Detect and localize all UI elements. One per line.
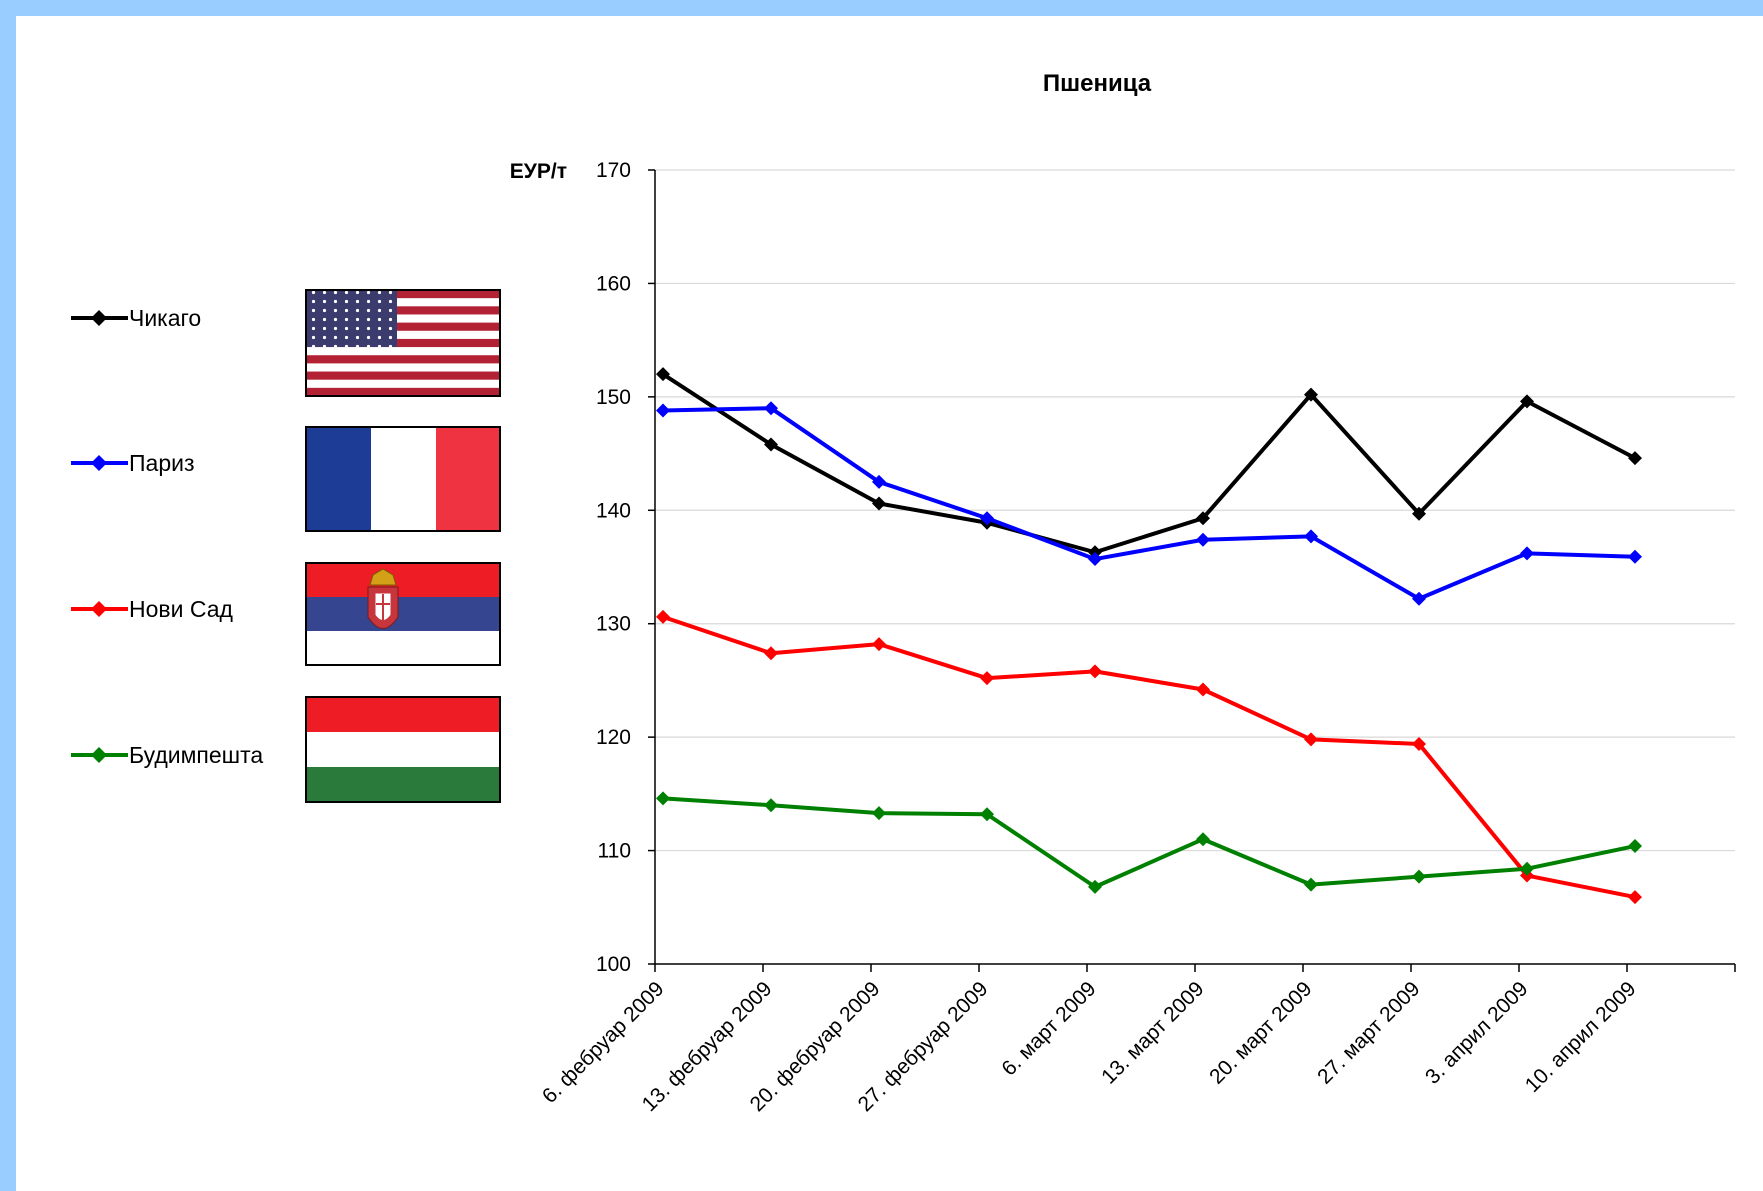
data-point: [980, 807, 994, 822]
data-point: [1412, 506, 1426, 521]
data-point: [656, 791, 670, 806]
legend-label-budapest: Будимпешта: [129, 742, 263, 768]
x-tick-label: 20. март 2009: [1205, 977, 1316, 1088]
data-point: [980, 511, 994, 526]
hungary-flag: [305, 696, 501, 803]
data-point: [1520, 394, 1534, 409]
data-point: [980, 671, 994, 686]
series-lines: [656, 367, 1642, 905]
data-point: [656, 609, 670, 624]
data-point: [1304, 877, 1318, 892]
series-line-3: [662, 796, 1636, 889]
data-point: [764, 437, 778, 452]
data-point: [872, 474, 886, 489]
series-3: [656, 791, 1642, 894]
serbia-flag: [305, 562, 501, 666]
data-point: [1088, 879, 1102, 894]
data-point: [1412, 591, 1426, 606]
data-point: [1520, 861, 1534, 876]
legend-label-paris: Париз: [129, 450, 195, 476]
legend-item-chicago: Чикаго: [71, 305, 201, 331]
series-2: [656, 609, 1642, 905]
legend-marker-novi-sad: [91, 601, 107, 617]
y-tick-label-110: 110: [598, 840, 631, 863]
data-point: [1628, 451, 1642, 466]
data-point: [1196, 682, 1210, 697]
data-point: [764, 646, 778, 661]
y-tick-label-130: 130: [596, 613, 631, 636]
legend-item-paris: Париз: [71, 450, 195, 476]
data-point: [1088, 664, 1102, 679]
y-tick-label-140: 140: [596, 499, 631, 522]
y-axis-unit-label: ЕУР/т: [510, 160, 567, 183]
legend-marker-chicago: [91, 310, 107, 326]
series-line-1: [662, 406, 1636, 601]
legend-label-novi-sad: Нови Сад: [129, 596, 234, 622]
data-point: [1412, 869, 1426, 884]
legend-marker-paris: [91, 455, 107, 471]
y-tick-label-100: 100: [596, 953, 631, 976]
legend-item-novi-sad: Нови Сад: [71, 596, 234, 622]
data-point: [1304, 529, 1318, 544]
usa-flag: [305, 289, 501, 397]
x-tick-label: 3. април 2009: [1421, 977, 1532, 1088]
y-tick-label-170: 170: [596, 159, 631, 182]
data-point: [1088, 552, 1102, 567]
gridlines: [655, 169, 1735, 852]
legend-marker-budapest: [91, 747, 107, 763]
data-point: [1304, 732, 1318, 747]
y-tick-label-120: 120: [596, 726, 631, 749]
series-1: [656, 401, 1642, 606]
data-point: [1520, 546, 1534, 561]
data-point: [764, 401, 778, 416]
data-point: [1628, 839, 1642, 854]
data-point: [1196, 832, 1210, 847]
data-point: [1304, 387, 1318, 402]
legend-label-chicago: Чикаго: [129, 305, 201, 331]
serbia-coat-of-arms: [367, 568, 399, 629]
data-point: [1628, 890, 1642, 905]
data-point: [1196, 532, 1210, 547]
x-tick-label: 27. март 2009: [1313, 977, 1424, 1088]
series-0: [656, 367, 1642, 560]
y-tick-label-160: 160: [596, 272, 631, 295]
x-tick-label: 6. март 2009: [997, 977, 1100, 1080]
series-line-0: [661, 372, 1636, 555]
legend: Чикаго Париз Нови Сад Будимпешта: [71, 305, 263, 768]
data-point: [1196, 511, 1210, 526]
france-flag: [305, 426, 501, 532]
data-point: [656, 367, 670, 382]
chart-title: Пшеница: [1043, 70, 1152, 97]
x-tick-label: 10. април 2009: [1521, 977, 1641, 1097]
data-point: [872, 637, 886, 652]
x-tick-label: 13. март 2009: [1097, 977, 1208, 1088]
data-point: [872, 496, 886, 511]
data-point: [1628, 549, 1642, 564]
y-tick-label-150: 150: [596, 386, 631, 409]
data-point: [656, 403, 670, 418]
data-point: [1412, 736, 1426, 751]
data-point: [872, 806, 886, 821]
data-point: [764, 798, 778, 813]
series-line-2: [662, 615, 1636, 900]
y-ticks: 100 110 120 130 140 150 160 170: [596, 159, 655, 976]
legend-item-budapest: Будимпешта: [71, 742, 263, 768]
